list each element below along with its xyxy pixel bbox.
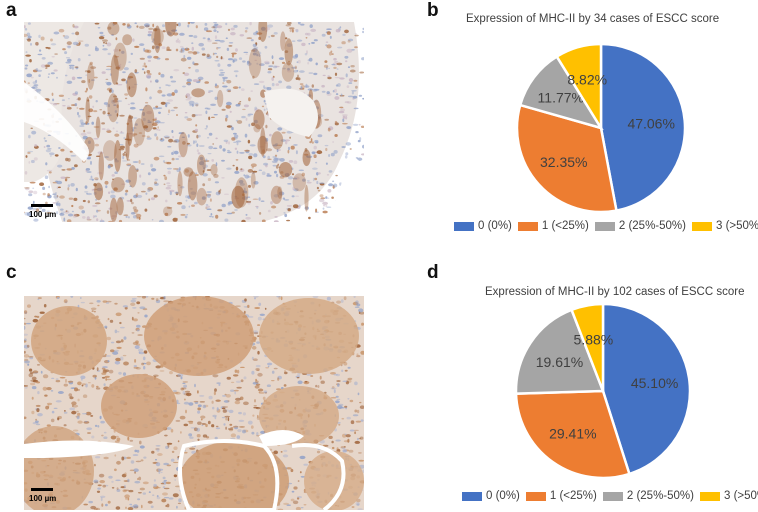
pie-slice-0	[599, 42, 687, 213]
pie-slice-label-3: 8.82%	[567, 72, 607, 88]
legend-item: 1 (<25%)	[525, 490, 597, 502]
legend-label: 1 (<25%)	[541, 220, 589, 232]
legend-label: 2 (25%-50%)	[618, 220, 686, 232]
legend-item: 3 (>50%)	[699, 490, 758, 502]
legend-swatch	[525, 491, 546, 501]
pie-slice-label-1: 32.35%	[540, 154, 587, 170]
pie-slice-1	[514, 389, 631, 480]
legend-label: 0 (0%)	[486, 490, 520, 502]
legend-b: 0 (0%) 1 (<25%) 2 (25%-50%) 3 (>50%)	[454, 220, 758, 232]
legend-label: 0 (0%)	[478, 220, 512, 232]
legend-label: 2 (25%-50%)	[626, 490, 694, 502]
legend-item: 0 (0%)	[462, 490, 520, 502]
panel-letter-c: c	[6, 262, 17, 283]
legend-swatch	[462, 491, 482, 501]
legend-item: 2 (25%-50%)	[594, 220, 686, 232]
scale-bar-a	[31, 204, 53, 207]
scale-bar-c	[31, 488, 53, 491]
panel-letter-a: a	[6, 0, 17, 21]
pie-slice-label-2: 19.61%	[536, 354, 583, 370]
panel-letter-b: b	[427, 0, 439, 21]
legend-label: 3 (>50%)	[723, 490, 758, 502]
pie-slice-label-1: 29.41%	[549, 426, 596, 442]
micrograph-c	[24, 296, 364, 510]
chart-d-title: Expression of MHC-II by 102 cases of ESC…	[485, 286, 745, 298]
pie-slice-0	[601, 302, 692, 476]
pie-slice-label-0: 47.06%	[627, 115, 674, 131]
legend-swatch	[699, 491, 720, 501]
micrograph-a	[24, 22, 364, 222]
legend-item: 0 (0%)	[454, 220, 512, 232]
legend-swatch	[454, 221, 474, 231]
legend-swatch	[517, 221, 538, 231]
legend-swatch	[602, 491, 623, 501]
pie-slice-label-0: 45.10%	[631, 375, 678, 391]
legend-label: 1 (<25%)	[549, 490, 597, 502]
pie-slice-3	[555, 42, 603, 133]
pie-chart-b: 47.06% 32.35% 11.77% 8.82%	[515, 42, 687, 214]
legend-item: 1 (<25%)	[517, 220, 589, 232]
legend-item: 2 (25%-50%)	[602, 490, 694, 502]
legend-label: 3 (>50%)	[715, 220, 758, 232]
pie-slice-1	[515, 103, 618, 214]
pie-slice-2	[514, 308, 605, 395]
legend-item: 3 (>50%)	[691, 220, 758, 232]
pie-slice-label-2: 11.77%	[538, 90, 584, 106]
chart-b-title: Expression of MHC-II by 34 cases of ESCC…	[466, 13, 720, 25]
pie-chart-d: 45.10% 29.41% 19.61% 5.88%	[514, 302, 692, 480]
scale-label-c: 100 µm	[29, 494, 57, 503]
legend-d: 0 (0%) 1 (<25%) 2 (25%-50%) 3 (>50%)	[462, 490, 758, 502]
pie-slice-3	[569, 302, 605, 392]
scale-label-a: 100 µm	[29, 210, 57, 219]
legend-swatch	[594, 221, 615, 231]
pie-slice-label-3: 5.88%	[574, 332, 614, 348]
legend-swatch	[691, 221, 712, 231]
panel-letter-d: d	[427, 262, 439, 283]
